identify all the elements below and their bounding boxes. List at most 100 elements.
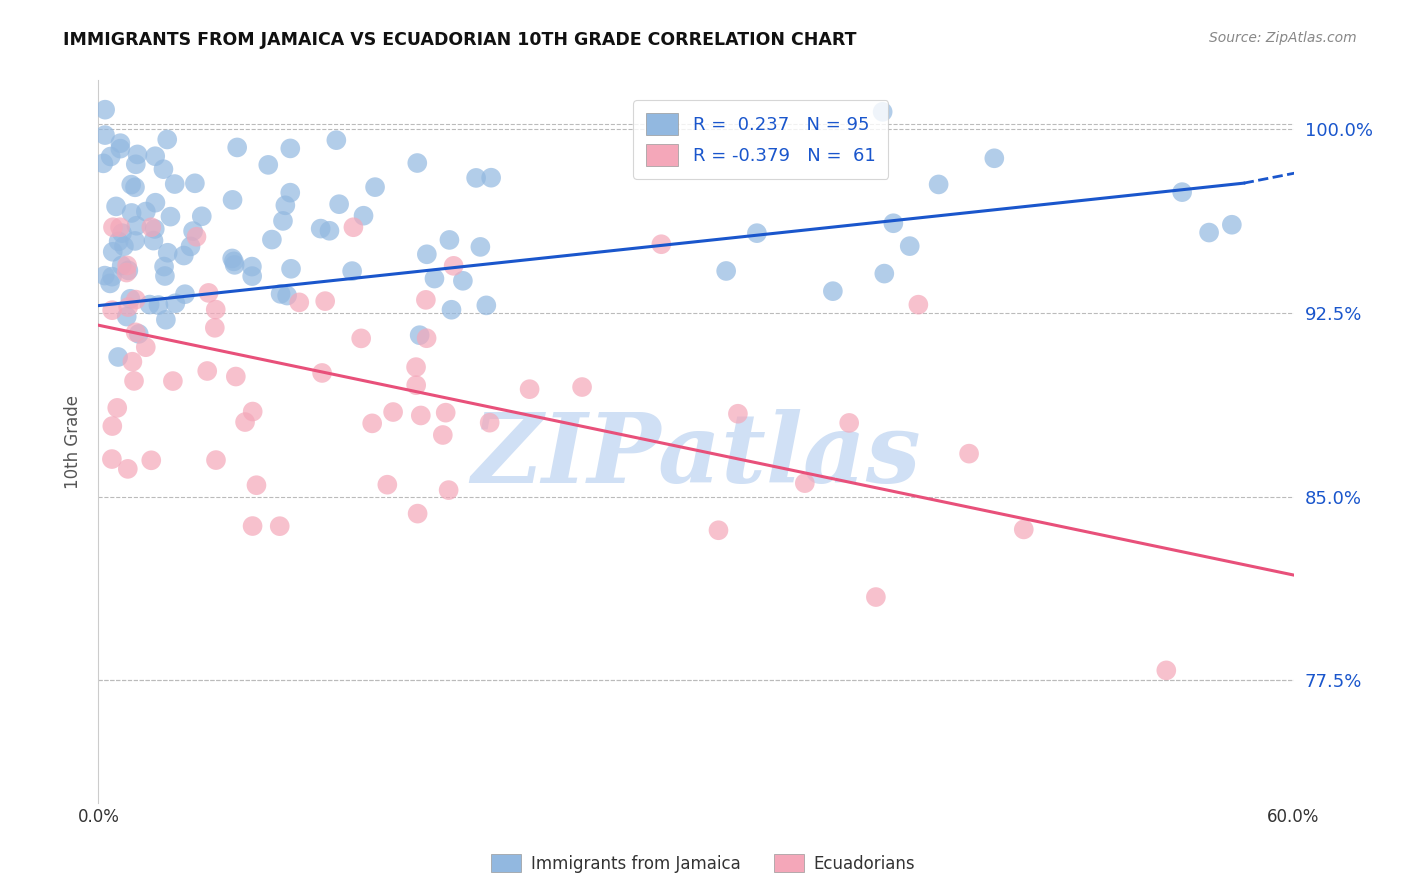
Point [221, 193, 243, 207]
Point [873, 267, 896, 281]
Point [318, 224, 340, 238]
Point [110, 136, 132, 150]
Point [108, 220, 131, 235]
Point [153, 268, 176, 283]
Point [111, 226, 134, 240]
Point [101, 452, 124, 467]
Point [821, 284, 844, 298]
Point [143, 222, 166, 236]
Point [1012, 523, 1035, 537]
Point [440, 302, 463, 317]
Point [222, 254, 245, 268]
Point [115, 266, 138, 280]
Point [1171, 185, 1194, 199]
Point [142, 234, 165, 248]
Point [257, 158, 280, 172]
Point [143, 149, 166, 163]
Point [162, 374, 184, 388]
Point [124, 180, 146, 194]
Point [224, 258, 246, 272]
Point [107, 350, 129, 364]
Point [423, 271, 446, 285]
Point [191, 209, 214, 223]
Point [415, 331, 437, 345]
Point [340, 264, 363, 278]
Point [94, 103, 117, 117]
Point [342, 220, 364, 235]
Point [173, 248, 195, 262]
Point [1198, 226, 1220, 240]
Point [125, 293, 148, 307]
Point [205, 453, 228, 467]
Point [361, 417, 384, 431]
Point [98, 277, 121, 291]
Text: Source: ZipAtlas.com: Source: ZipAtlas.com [1209, 31, 1357, 45]
Point [120, 292, 142, 306]
Point [714, 264, 737, 278]
Point [197, 285, 219, 300]
Point [270, 286, 292, 301]
Point [135, 204, 157, 219]
Point [408, 328, 430, 343]
Point [124, 234, 146, 248]
Point [121, 206, 143, 220]
Text: ZIPatlas: ZIPatlas [471, 409, 921, 503]
Point [443, 259, 465, 273]
Point [115, 259, 138, 273]
Point [280, 261, 302, 276]
Point [100, 149, 122, 163]
Point [125, 219, 148, 233]
Point [125, 157, 148, 171]
Point [478, 416, 501, 430]
Point [101, 303, 124, 318]
Point [1220, 218, 1243, 232]
Point [364, 180, 387, 194]
Point [117, 263, 139, 277]
Point [225, 369, 247, 384]
Y-axis label: 10th Grade: 10th Grade [65, 394, 83, 489]
Point [415, 293, 437, 307]
Point [101, 419, 124, 434]
Point [475, 298, 498, 312]
Point [405, 378, 427, 392]
Point [406, 156, 429, 170]
Point [650, 237, 672, 252]
Point [135, 340, 157, 354]
Point [479, 170, 502, 185]
Point [928, 178, 950, 192]
Point [184, 176, 207, 190]
Point [156, 245, 179, 260]
Point [727, 407, 749, 421]
Point [145, 195, 167, 210]
Point [110, 142, 132, 156]
Point [437, 483, 460, 497]
Point [174, 287, 197, 301]
Point [309, 221, 332, 235]
Point [141, 453, 163, 467]
Point [204, 302, 226, 317]
Point [101, 220, 124, 235]
Point [432, 428, 454, 442]
Point [121, 355, 143, 369]
Point [117, 462, 139, 476]
Point [115, 310, 138, 324]
Point [405, 360, 427, 375]
Point [898, 239, 921, 253]
Point [434, 406, 457, 420]
Point [793, 476, 815, 491]
Point [107, 235, 129, 249]
Point [409, 409, 432, 423]
Point [325, 133, 347, 147]
Point [153, 260, 176, 274]
Point [278, 141, 301, 155]
Point [269, 519, 291, 533]
Point [350, 331, 373, 345]
Legend: Immigrants from Jamaica, Ecuadorians: Immigrants from Jamaica, Ecuadorians [484, 847, 922, 880]
Text: IMMIGRANTS FROM JAMAICA VS ECUADORIAN 10TH GRADE CORRELATION CHART: IMMIGRANTS FROM JAMAICA VS ECUADORIAN 10… [63, 31, 856, 49]
Point [519, 382, 541, 396]
Point [101, 269, 124, 284]
Point [242, 519, 264, 533]
Point [181, 224, 204, 238]
Point [838, 416, 860, 430]
Point [260, 233, 283, 247]
